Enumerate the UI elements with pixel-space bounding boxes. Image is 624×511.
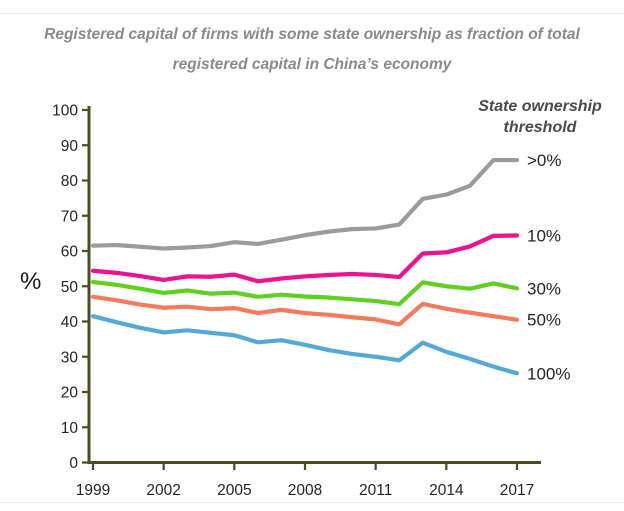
y-tick-label: 40	[61, 314, 79, 331]
series-line-10%	[90, 233, 520, 284]
series-line-30%	[90, 279, 520, 307]
series-label-10%: 10%	[527, 226, 561, 245]
bottom-divider	[0, 502, 624, 503]
y-tick-label: 100	[52, 103, 78, 120]
legend-title: State ownership threshold	[478, 98, 602, 136]
chart-title-line1: Registered capital of firms with some st…	[44, 26, 580, 43]
y-tick-label: 10	[61, 420, 79, 437]
x-tick-label: 2005	[217, 482, 251, 499]
y-tick-label: 30	[61, 349, 79, 366]
x-tick-label: 2011	[359, 482, 392, 499]
y-tick-label: 70	[61, 208, 79, 225]
chart-title-line2: registered capital in China’s economy	[172, 56, 452, 73]
series-label-30%: 30%	[527, 279, 561, 298]
x-tick-label: 1999	[76, 482, 110, 499]
chart-title: Registered capital of firms with some st…	[0, 20, 624, 80]
x-tick-label: 2002	[146, 482, 180, 499]
top-divider	[0, 13, 624, 14]
axes	[87, 106, 541, 464]
series-line-50%	[90, 294, 520, 327]
x-tick-label: 2017	[500, 482, 534, 499]
series-label-50%: 50%	[527, 311, 561, 330]
series-line-100%	[90, 314, 520, 376]
series-label->0%: >0%	[527, 151, 562, 170]
y-tick-label: 60	[61, 244, 79, 261]
y-tick-label: 20	[61, 385, 79, 402]
series-line->0%	[90, 157, 520, 251]
y-tick-label: 50	[61, 279, 79, 296]
y-tick-label: 80	[61, 173, 79, 190]
y-tick-label: 0	[69, 455, 78, 472]
y-tick-label: 90	[61, 138, 79, 155]
x-tick-label: 2014	[429, 482, 464, 499]
x-tick-label: 2008	[288, 482, 322, 499]
y-axis-unit-label: %	[20, 268, 42, 295]
series-label-100%: 100%	[527, 364, 570, 383]
